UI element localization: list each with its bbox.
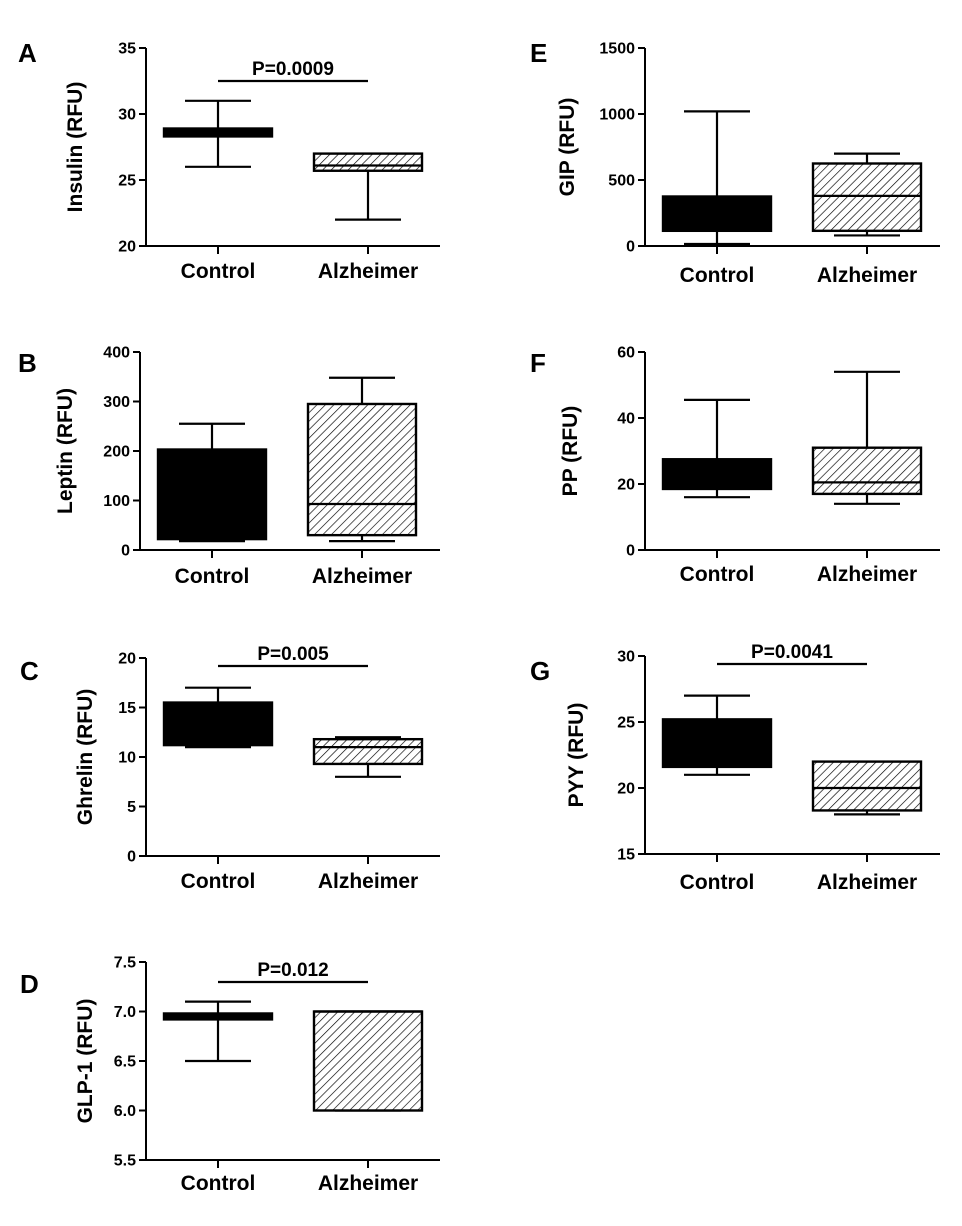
y-axis-label: PYY (RFU) bbox=[565, 703, 588, 808]
y-tick-label: 5.5 bbox=[114, 1153, 136, 1170]
panel-letter: C bbox=[20, 656, 39, 686]
y-tick-label: 6.0 bbox=[114, 1103, 136, 1120]
panel-f: F PP (RFU) 0 20 40 60 Control Alzheimer bbox=[530, 345, 940, 586]
panel-letter: F bbox=[530, 348, 546, 378]
y-tick-label: 20 bbox=[118, 239, 136, 256]
panel-e: E GIP (RFU) 0 500 1000 1500 Control Alzheimer bbox=[530, 38, 940, 287]
category-label: Alzheimer bbox=[312, 565, 412, 588]
y-tick-label: 30 bbox=[617, 649, 635, 666]
box-iqr bbox=[312, 1010, 424, 1112]
y-tick-label: 15 bbox=[118, 700, 136, 717]
y-tick-label: 20 bbox=[118, 651, 136, 668]
y-tick-label: 0 bbox=[626, 543, 635, 560]
box-control bbox=[162, 686, 274, 749]
y-tick-label: 0 bbox=[626, 239, 635, 256]
y-axis-label: Leptin (RFU) bbox=[54, 388, 77, 514]
y-tick-label: 200 bbox=[103, 444, 130, 461]
box-control bbox=[156, 422, 268, 543]
category-label: Alzheimer bbox=[318, 870, 418, 893]
panel-d: D GLP-1 (RFU) 5.5 6.0 6.5 7.0 7.5 Control Alzhei… bbox=[20, 955, 440, 1195]
p-value-label: P=0.005 bbox=[257, 644, 329, 665]
category-label: Alzheimer bbox=[817, 264, 917, 287]
box-iqr bbox=[811, 446, 923, 496]
y-tick-label: 0 bbox=[127, 849, 136, 866]
category-label: Control bbox=[181, 870, 256, 893]
panel-letter: D bbox=[20, 969, 39, 999]
y-tick-label: 100 bbox=[103, 493, 130, 510]
box-alzheimer bbox=[811, 760, 923, 816]
box-alzheimer bbox=[312, 1010, 424, 1112]
y-tick-label: 40 bbox=[617, 411, 635, 428]
y-tick-label: 7.5 bbox=[114, 955, 136, 972]
y-tick-label: 1000 bbox=[599, 107, 635, 124]
category-label: Alzheimer bbox=[817, 563, 917, 586]
panel-c: C Ghrelin (RFU) 0 5 10 15 20 Control Alzheimer P=… bbox=[20, 644, 440, 893]
p-value-label: P=0.012 bbox=[257, 960, 328, 981]
y-tick-label: 15 bbox=[617, 847, 635, 864]
category-label: Control bbox=[680, 871, 755, 894]
panel-letter: G bbox=[530, 656, 550, 686]
y-tick-label: 7.0 bbox=[114, 1004, 136, 1021]
y-tick-label: 0 bbox=[121, 543, 130, 560]
box-alzheimer bbox=[811, 152, 923, 237]
category-label: Alzheimer bbox=[817, 871, 917, 894]
y-tick-label: 5 bbox=[127, 799, 136, 816]
box-iqr bbox=[306, 402, 418, 537]
y-axis-label: GIP (RFU) bbox=[556, 98, 579, 197]
box-control bbox=[162, 1000, 274, 1063]
box-alzheimer bbox=[306, 376, 418, 543]
category-label: Control bbox=[181, 260, 256, 283]
y-tick-label: 60 bbox=[617, 345, 635, 362]
category-label: Control bbox=[175, 565, 250, 588]
category-label: Alzheimer bbox=[318, 1172, 418, 1195]
category-label: Control bbox=[680, 563, 755, 586]
y-tick-label: 35 bbox=[118, 41, 136, 58]
box-iqr bbox=[811, 162, 923, 233]
box-control bbox=[661, 398, 773, 499]
y-tick-label: 25 bbox=[118, 173, 136, 190]
y-tick-label: 6.5 bbox=[114, 1054, 136, 1071]
y-tick-label: 30 bbox=[118, 107, 136, 124]
y-axis-label: PP (RFU) bbox=[559, 406, 582, 497]
panel-b: B Leptin (RFU) 0 100 200 300 400 Control Alzheim… bbox=[18, 345, 440, 588]
box-iqr bbox=[156, 448, 268, 541]
box-alzheimer bbox=[312, 152, 424, 221]
p-value-label: P=0.0009 bbox=[252, 59, 334, 80]
box-iqr bbox=[312, 152, 424, 172]
y-axis-label: GLP-1 (RFU) bbox=[74, 999, 97, 1124]
category-label: Alzheimer bbox=[318, 260, 418, 283]
y-tick-label: 20 bbox=[617, 477, 635, 494]
panel-a: A Insulin (RFU) 20 25 30 35 Control Alzheimer P=… bbox=[18, 38, 440, 283]
panel-g: G PYY (RFU) 15 20 25 30 Control Alzheimer P=0.00… bbox=[530, 642, 940, 894]
y-tick-label: 25 bbox=[617, 715, 635, 732]
box-control bbox=[661, 694, 773, 776]
box-control bbox=[661, 110, 773, 246]
y-tick-label: 300 bbox=[103, 394, 130, 411]
category-label: Control bbox=[181, 1172, 256, 1195]
y-tick-label: 10 bbox=[118, 750, 136, 767]
box-iqr bbox=[661, 718, 773, 769]
box-alzheimer bbox=[312, 736, 424, 778]
box-iqr bbox=[811, 760, 923, 812]
y-axis-label: Insulin (RFU) bbox=[64, 82, 87, 213]
category-label: Control bbox=[680, 264, 755, 287]
y-tick-label: 400 bbox=[103, 345, 130, 362]
y-tick-label: 1500 bbox=[599, 41, 635, 58]
panel-letter: A bbox=[18, 38, 37, 68]
p-value-label: P=0.0041 bbox=[751, 642, 833, 663]
y-tick-label: 20 bbox=[617, 781, 635, 798]
panel-letter: B bbox=[18, 348, 37, 378]
box-iqr bbox=[312, 737, 424, 766]
y-tick-label: 500 bbox=[608, 173, 635, 190]
box-iqr bbox=[162, 701, 274, 747]
box-control bbox=[162, 99, 274, 168]
y-axis-label: Ghrelin (RFU) bbox=[74, 689, 97, 826]
panel-letter: E bbox=[530, 38, 547, 68]
box-alzheimer bbox=[811, 370, 923, 505]
